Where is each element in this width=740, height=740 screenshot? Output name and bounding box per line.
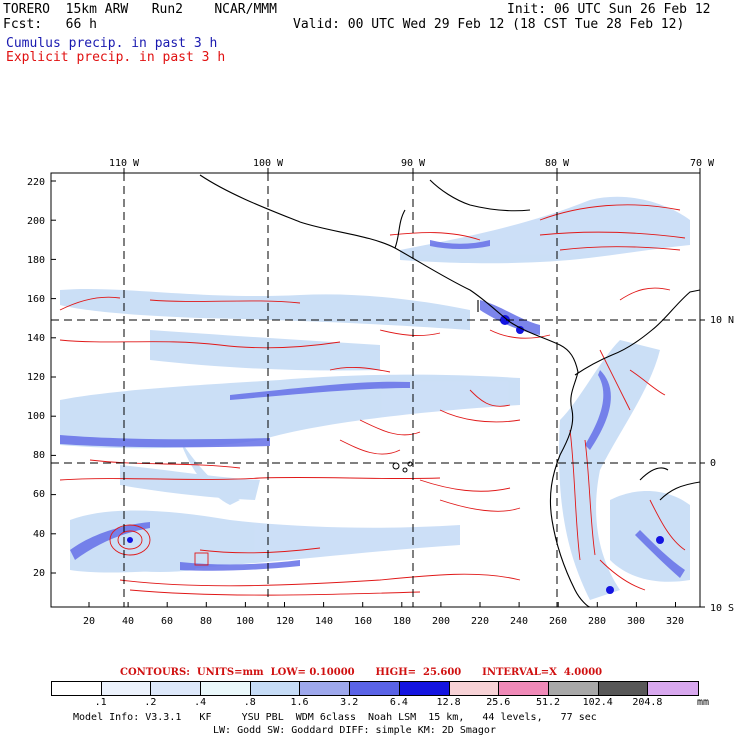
map-frame (50, 172, 701, 608)
x-tick-120: 120 (276, 616, 294, 627)
colorbar-label: 3.2 (340, 697, 359, 708)
colorbar-swatch (151, 682, 202, 695)
y-tick-180: 180 (27, 255, 45, 266)
colorbar-swatch (399, 682, 450, 695)
x-tick-80: 80 (200, 616, 212, 627)
physics-info: LW: Godd SW: Goddard DIFF: simple KM: 2D… (213, 725, 496, 736)
lat-lon-grid (51, 173, 700, 607)
y-tick-200: 200 (27, 216, 45, 227)
axis-ticks (51, 168, 705, 608)
colorbar-swatch (52, 682, 102, 695)
contour-info: CONTOURS: UNITS=mm LOW= 0.10000 HIGH= 25… (120, 667, 603, 678)
precip-colorbar (51, 681, 699, 696)
lon-label-110w: 110 W (109, 158, 140, 169)
coastline (199, 174, 700, 607)
x-tick-180: 180 (393, 616, 411, 627)
x-tick-300: 300 (627, 616, 645, 627)
colorbar-label: .1 (94, 697, 107, 708)
colorbar-swatch (648, 682, 698, 695)
colorbar-swatch (250, 682, 301, 695)
lon-label-100w: 100 W (253, 158, 284, 169)
x-tick-200: 200 (432, 616, 450, 627)
lat-label-10n: 10 N (710, 315, 734, 326)
lon-label-90w: 90 W (401, 158, 426, 169)
y-tick-140: 140 (27, 333, 45, 344)
colorbar-swatch (598, 682, 649, 695)
x-tick-240: 240 (510, 616, 528, 627)
forecast-hour: Fcst: 66 h (3, 17, 97, 32)
y-tick-160: 160 (27, 294, 45, 305)
colorbar-label: 12.8 (436, 697, 461, 708)
lon-label-80w: 80 W (545, 158, 570, 169)
colorbar-label: 1.6 (290, 697, 309, 708)
x-tick-20: 20 (83, 616, 95, 627)
precip-field (59, 196, 690, 600)
valid-time: Valid: 00 UTC Wed 29 Feb 12 (18 CST Tue … (293, 17, 685, 32)
x-tick-100: 100 (236, 616, 254, 627)
x-tick-320: 320 (666, 616, 684, 627)
colorbar-swatch (201, 682, 251, 695)
colorbar-swatch (300, 682, 351, 695)
colorbar-label: .2 (144, 697, 157, 708)
y-tick-20: 20 (33, 568, 45, 579)
colorbar-label: 25.6 (486, 697, 511, 708)
colorbar-label: .8 (243, 697, 256, 708)
colorbar-label: 204.8 (632, 697, 663, 708)
lat-label-10s: 10 S (710, 603, 734, 614)
model-info: Model Info: V3.3.1 KF YSU PBL WDM 6class… (73, 712, 597, 723)
model-title: TORERO 15km ARW Run2 NCAR/MMM (3, 2, 277, 17)
colorbar-swatch (350, 682, 400, 695)
y-tick-60: 60 (33, 489, 45, 500)
y-tick-120: 120 (27, 372, 45, 383)
cumulus-legend: Cumulus precip. in past 3 h (6, 36, 218, 51)
colorbar-label: 102.4 (582, 697, 613, 708)
x-tick-220: 220 (471, 616, 489, 627)
x-tick-60: 60 (161, 616, 173, 627)
init-time: Init: 06 UTC Sun 26 Feb 12 (507, 2, 711, 17)
x-tick-140: 140 (315, 616, 333, 627)
colorbar-label: 6.4 (389, 697, 408, 708)
y-tick-220: 220 (27, 177, 45, 188)
lon-label-70w: 70 W (690, 158, 715, 169)
x-tick-280: 280 (588, 616, 606, 627)
colorbar-swatch (548, 682, 599, 695)
x-tick-260: 260 (549, 616, 567, 627)
x-tick-160: 160 (354, 616, 372, 627)
explicit-legend: Explicit precip. in past 3 h (6, 50, 226, 65)
colorbar-swatch (499, 682, 549, 695)
colorbar-swatch (449, 682, 500, 695)
colorbar-swatch (101, 682, 152, 695)
y-tick-100: 100 (27, 411, 45, 422)
y-tick-40: 40 (33, 529, 45, 540)
y-tick-80: 80 (33, 450, 45, 461)
x-tick-40: 40 (122, 616, 134, 627)
lat-label-0: 0 (710, 458, 716, 469)
colorbar-label: .4 (194, 697, 207, 708)
colorbar-unit: mm (697, 697, 710, 708)
colorbar-label: 51.2 (535, 697, 561, 708)
